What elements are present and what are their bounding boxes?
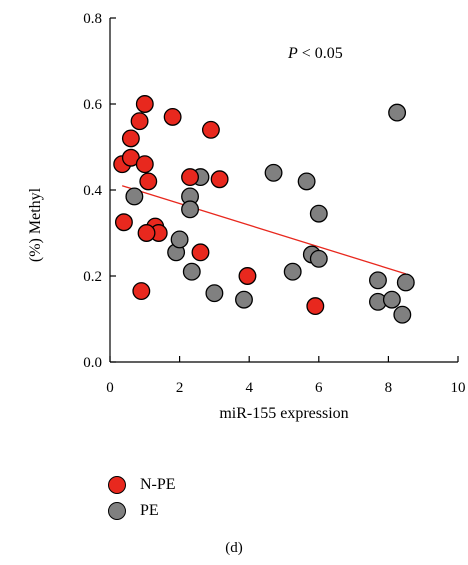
y-tick-label: 0.4 [83,183,102,199]
point-pe [264,163,283,182]
point-pe [309,249,328,268]
legend-swatch-npe [108,476,126,494]
point-n-pe [163,107,182,126]
x-tick-label: 6 [315,380,323,396]
x-tick-label: 2 [176,380,184,396]
legend-swatch-pe [108,502,126,520]
point-pe [170,230,189,249]
legend-item-pe: PE [108,498,176,524]
point-n-pe [114,213,133,232]
y-axis-title: (%) Methyl [27,187,44,262]
point-n-pe [191,243,210,262]
point-n-pe [306,297,325,316]
point-pe [388,103,407,122]
x-tick-label: 0 [106,380,114,396]
point-pe [283,262,302,281]
legend: N-PE PE [108,472,176,524]
scatter-chart: 0.0 0.2 0.4 0.6 0.8 0 2 4 6 8 10 P < 0.05 (%) Meth… [27,11,466,422]
point-n-pe [135,95,154,113]
point-pe [182,262,201,281]
point-n-pe [121,129,140,148]
panel-label: (d) [225,540,243,556]
x-tick-label: 8 [385,380,393,396]
trendline-layer [121,185,406,275]
y-tick-label: 0.2 [83,269,102,285]
trendline [121,185,406,275]
y-tick-label: 0.0 [83,355,102,371]
points-layer [113,95,415,324]
point-n-pe [137,224,156,242]
x-axis-title: miR-155 expression [219,405,348,422]
point-pe [396,273,415,292]
y-tick-label: 0.6 [83,97,102,113]
point-n-pe [130,112,149,131]
point-pe [205,284,224,303]
axes: 0.0 0.2 0.4 0.6 0.8 0 2 4 6 8 10 [83,11,465,396]
point-n-pe [132,282,151,301]
legend-label-npe: N-PE [140,476,176,493]
point-n-pe [210,170,229,189]
legend-label-pe: PE [140,502,159,519]
x-tick-label: 10 [451,380,466,396]
legend-item-npe: N-PE [108,472,176,498]
y-tick-label: 0.8 [83,11,102,27]
point-pe [235,290,253,309]
point-pe [181,200,199,219]
point-pe [393,305,412,324]
x-tick-label: 4 [245,380,253,396]
point-pe [125,187,144,206]
p-value-annotation: P < 0.05 [287,45,343,62]
point-pe [309,204,328,223]
point-pe [369,271,387,290]
point-n-pe [139,172,158,191]
point-n-pe [201,120,220,139]
point-n-pe [181,168,199,187]
point-n-pe [135,155,154,174]
point-pe [297,172,316,191]
point-n-pe [238,267,257,285]
point-pe [382,290,401,309]
